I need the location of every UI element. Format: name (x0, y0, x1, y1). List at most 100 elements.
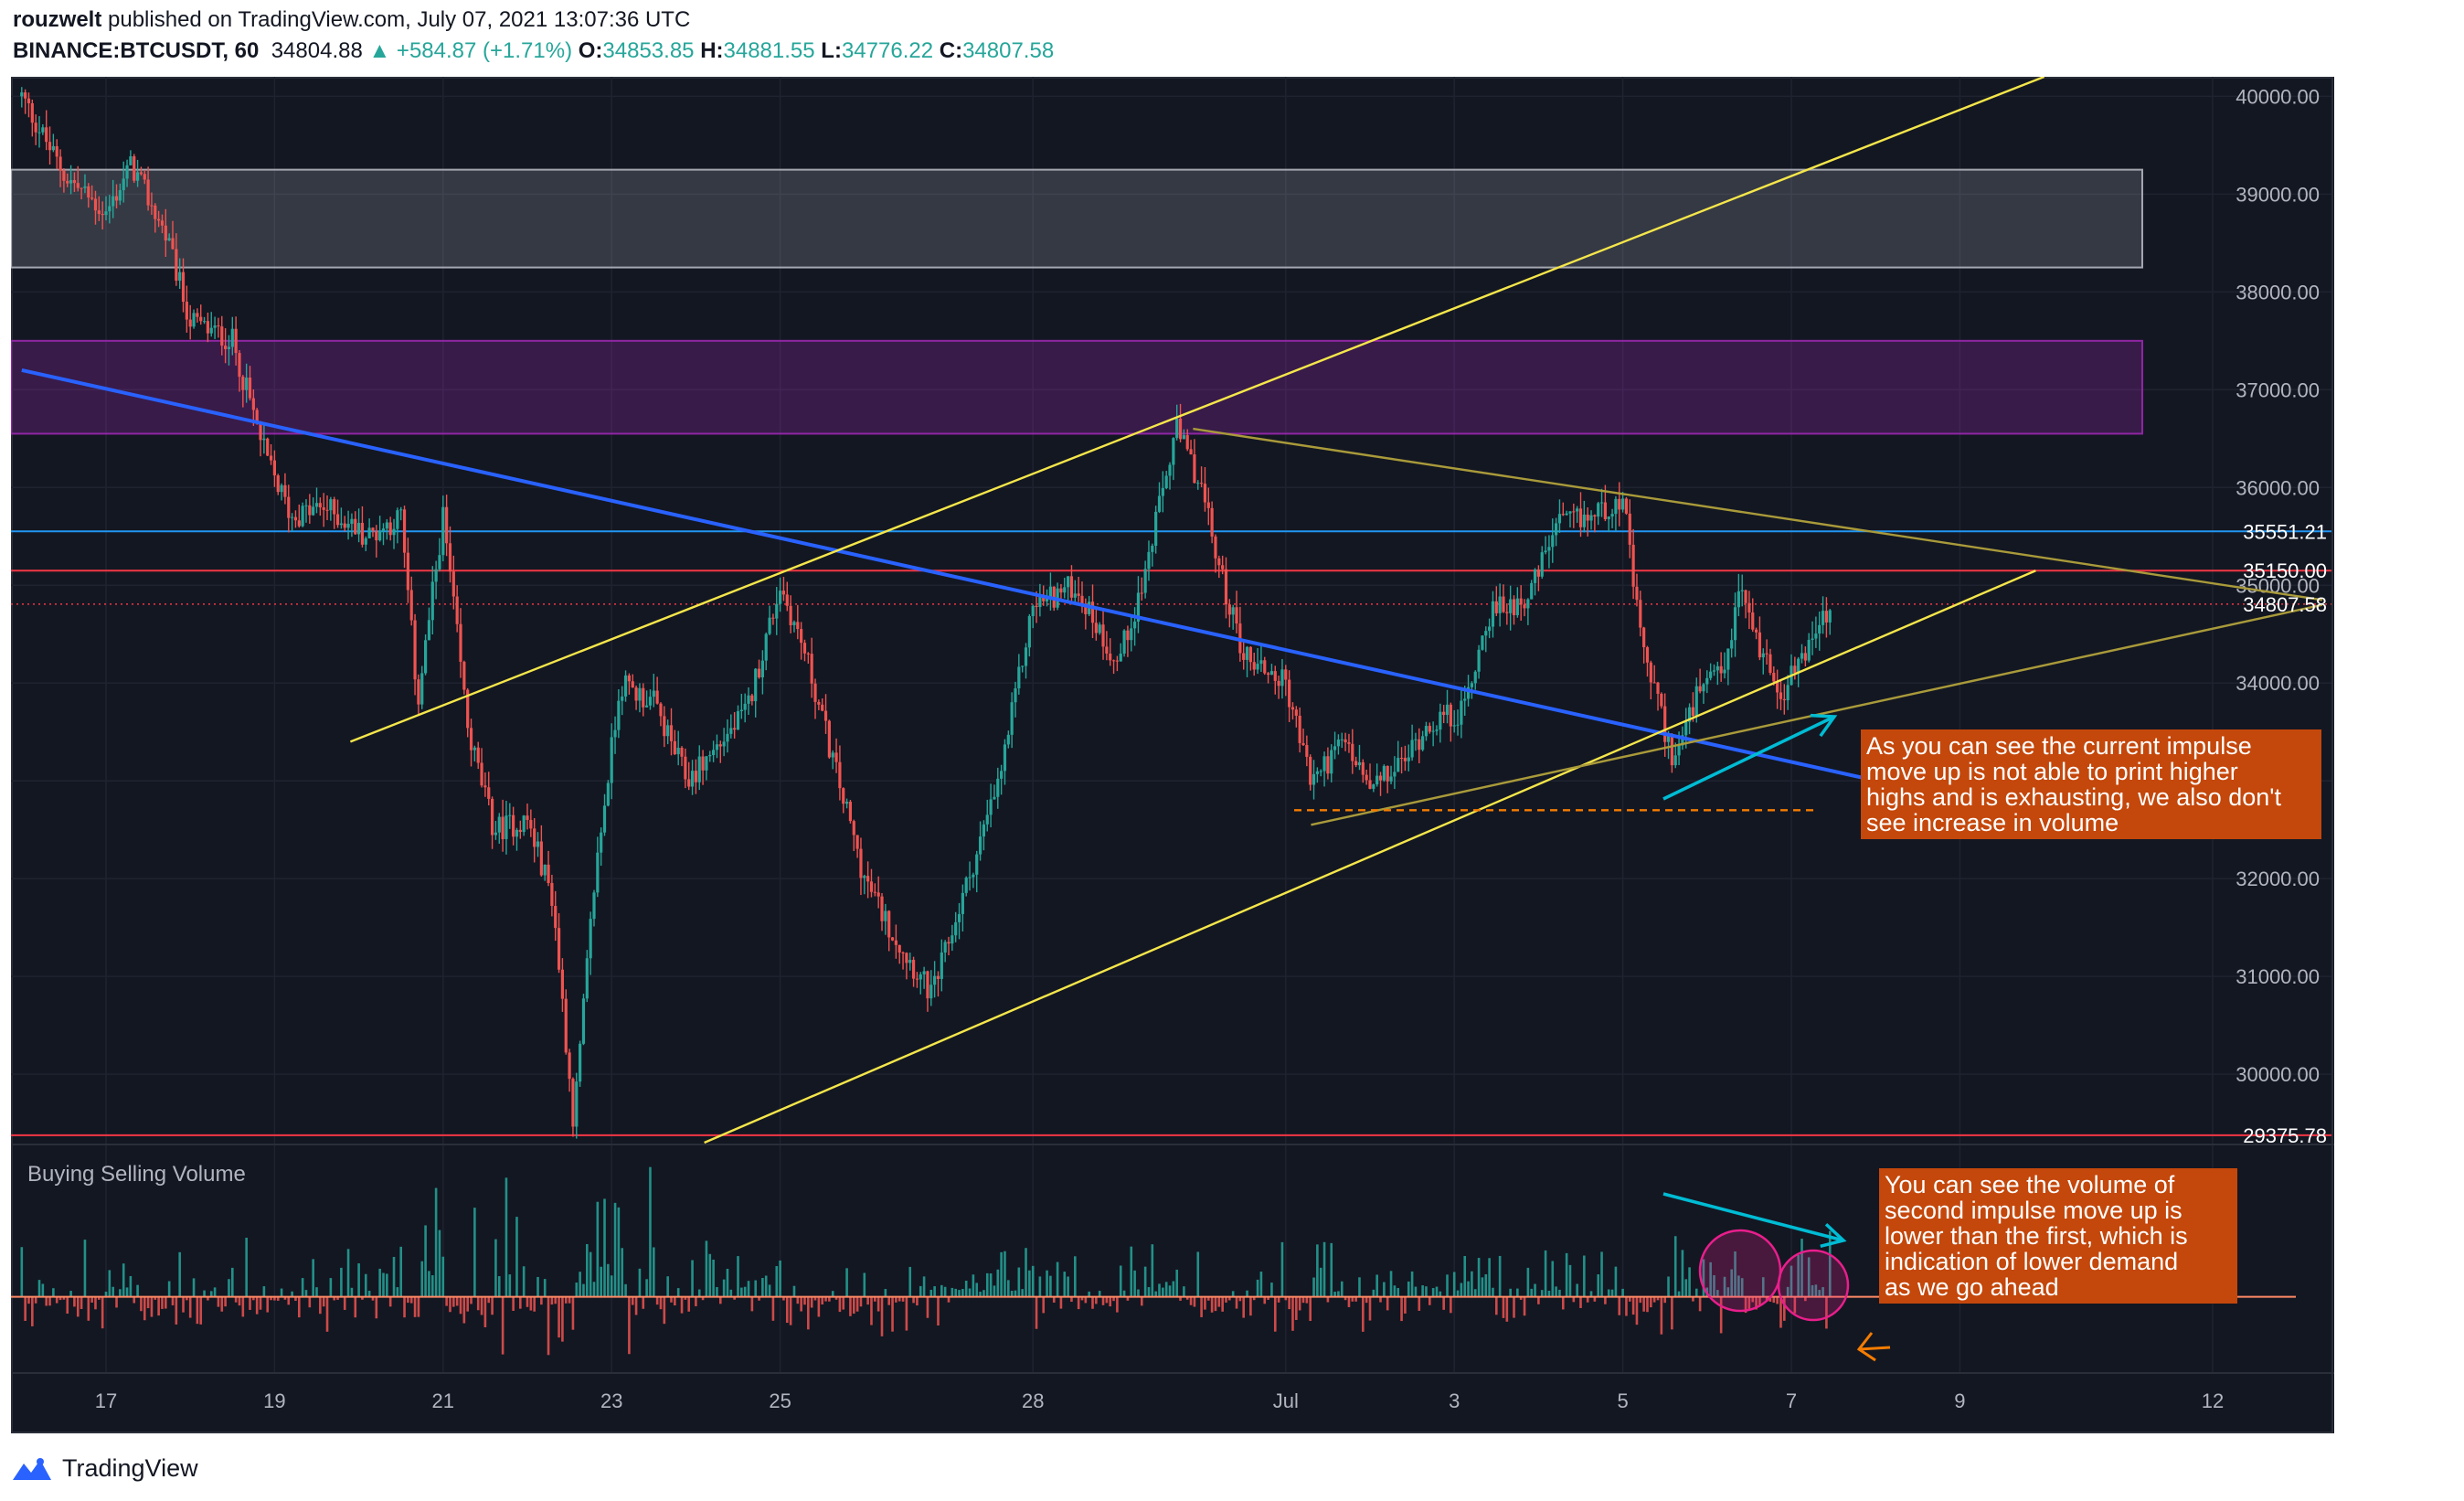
candle-body (652, 690, 655, 697)
tradingview-cloud-icon (13, 1458, 51, 1480)
candle-body (1063, 587, 1067, 593)
volume-bar (55, 1296, 58, 1304)
impulse-cyan-arrow[interactable] (1662, 713, 1838, 801)
candle-body (283, 484, 287, 497)
volume-bar (821, 1296, 823, 1304)
candle-body (823, 710, 828, 721)
olive-wedge-top[interactable] (1193, 427, 2323, 601)
volume-bar (1719, 1296, 1723, 1334)
volume-bar (1063, 1272, 1067, 1297)
volume-bar (540, 1296, 543, 1305)
candle-body (90, 197, 94, 199)
volume-bar (1650, 1296, 1652, 1308)
volume-circle-first[interactable] (1698, 1229, 1782, 1313)
candle-body (160, 220, 165, 226)
candle-body (238, 353, 241, 378)
author-name[interactable]: rouzwelt (13, 7, 102, 32)
candle-body (1751, 612, 1755, 630)
candle-body (1269, 671, 1274, 676)
price-chart[interactable]: 40000.00 39000.00 38000.00 37000.00 36000.00… (11, 77, 2334, 1433)
candle-body (213, 325, 217, 328)
annotation-volume-demand[interactable]: You can see the volume of second impulse… (1879, 1168, 2237, 1304)
volume-bar (1231, 1291, 1235, 1297)
volume-bar (1593, 1296, 1597, 1302)
volume-bar (1579, 1296, 1582, 1308)
candle-body (1252, 662, 1256, 670)
yellow-lower-channel[interactable] (704, 570, 2036, 1144)
volume-bar (466, 1296, 469, 1312)
volume-bar (586, 1243, 589, 1297)
symbol-label[interactable]: BINANCE:BTCUSDT, 60 (13, 38, 260, 63)
candle-body (378, 531, 382, 541)
volume-bar (550, 1296, 554, 1305)
candle-body (381, 528, 386, 532)
volume-bar (579, 1272, 581, 1297)
candle-body (409, 590, 413, 621)
candle-body (280, 484, 283, 493)
purple-resistance-zone[interactable] (11, 339, 2143, 435)
publish-info: rouzwelt published on TradingView.com, J… (13, 7, 690, 33)
candle-body (171, 238, 175, 250)
volume-bar (1088, 1291, 1090, 1297)
candle-body (1136, 592, 1141, 622)
candle-body (1344, 739, 1347, 743)
price-axis-label[interactable]: 35551.21 (2243, 520, 2327, 543)
orange-pointer-arrow[interactable] (1856, 1332, 1891, 1362)
candle-body (178, 271, 182, 282)
volume-cyan-arrow[interactable] (1662, 1192, 1847, 1249)
candle-body (420, 673, 424, 705)
volume-bar (1561, 1296, 1565, 1310)
candle-body (1576, 508, 1579, 512)
grey-resistance-zone[interactable] (11, 168, 2143, 269)
volume-bar (213, 1287, 217, 1297)
volume-bar (1112, 1296, 1115, 1302)
candle-body (1565, 513, 1568, 516)
tradingview-logo[interactable]: TradingView (9, 1452, 198, 1485)
volume-bar (1140, 1296, 1143, 1306)
candle-body (908, 960, 912, 963)
candle-body (20, 92, 24, 97)
volume-bar (1428, 1296, 1431, 1305)
candle-body (1273, 671, 1277, 681)
candle-body (157, 218, 161, 221)
candle-body (1227, 604, 1231, 615)
candle-body (1077, 593, 1080, 596)
volume-bar (750, 1296, 754, 1312)
volume-bar (175, 1296, 178, 1325)
candle-body (266, 438, 270, 456)
candle-body (694, 771, 697, 782)
candle-body (1691, 707, 1695, 716)
volume-bar (508, 1274, 512, 1297)
candle-body (1428, 726, 1431, 732)
volume-bar (852, 1296, 855, 1315)
volume-indicator-title[interactable]: Buying Selling Volume (27, 1162, 246, 1187)
price-axis-label[interactable]: 29375.78 (2243, 1124, 2327, 1147)
candle-body (1786, 685, 1790, 701)
volume-bar (666, 1276, 669, 1297)
volume-bar (259, 1296, 262, 1310)
price-axis-label[interactable]: 34807.58 (2243, 593, 2327, 616)
candle-body (550, 882, 554, 907)
volume-bar (203, 1290, 206, 1297)
candle-body (1122, 630, 1126, 655)
volume-bar (34, 1296, 37, 1304)
volume-bar (115, 1296, 118, 1308)
close-value: 34807.58 (962, 38, 1055, 63)
volume-bar (1204, 1296, 1206, 1310)
volume-bar (943, 1286, 947, 1297)
volume-bar (887, 1296, 890, 1305)
candle-body (985, 814, 989, 825)
candle-body (673, 740, 676, 755)
price-axis-label[interactable]: 35150.00 (2243, 559, 2327, 582)
volume-bar (1301, 1296, 1305, 1304)
candle-body (1203, 484, 1207, 503)
annotation-impulse-exhaustion[interactable]: As you can see the current impulse move … (1861, 729, 2321, 839)
blue-descending-trendline[interactable] (21, 367, 1944, 798)
volume-circle-second[interactable] (1777, 1249, 1850, 1322)
yellow-upper-channel[interactable] (349, 77, 2045, 743)
volume-bar (167, 1281, 171, 1297)
volume-bar (1688, 1267, 1691, 1297)
candle-body (842, 788, 845, 804)
time-tick-label: 21 (432, 1389, 454, 1412)
candle-body (1586, 514, 1589, 521)
